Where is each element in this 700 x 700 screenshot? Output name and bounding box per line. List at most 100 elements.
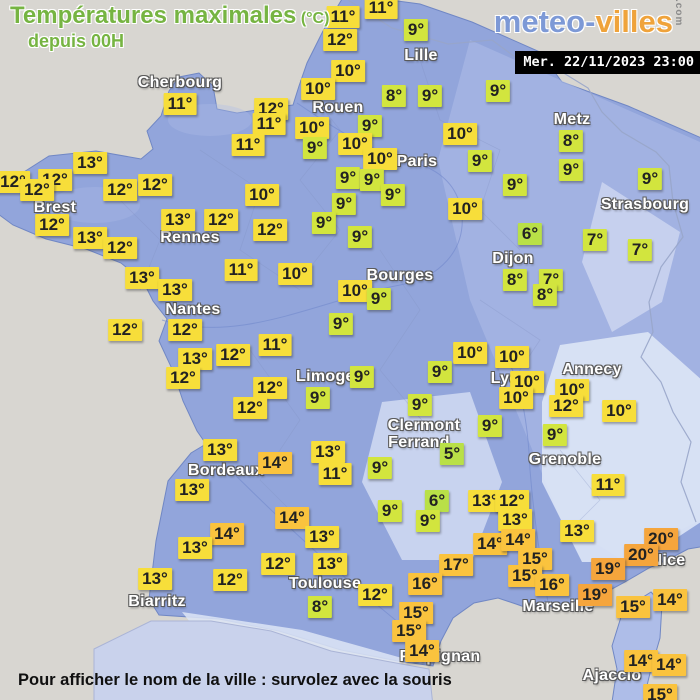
temp-badge[interactable]: 13° <box>498 509 532 531</box>
temp-badge[interactable]: 12° <box>233 397 267 419</box>
temp-badge[interactable]: 11° <box>258 334 292 356</box>
temp-badge[interactable]: 12° <box>261 553 295 575</box>
temp-badge[interactable]: 9° <box>477 415 503 437</box>
temp-badge[interactable]: 7° <box>582 229 608 251</box>
temp-badge[interactable]: 12° <box>213 569 247 591</box>
temp-badge[interactable]: 9° <box>331 193 357 215</box>
temp-badge[interactable]: 13° <box>73 227 107 249</box>
temp-badge[interactable]: 13° <box>178 537 212 559</box>
temp-badge[interactable]: 13° <box>73 152 107 174</box>
temp-badge[interactable]: 14° <box>258 452 292 474</box>
temp-badge[interactable]: 15° <box>643 684 677 700</box>
temp-badge[interactable]: 10° <box>363 148 397 170</box>
temp-badge[interactable]: 16° <box>535 574 569 596</box>
temp-badge[interactable]: 10° <box>443 123 477 145</box>
temp-badge[interactable]: 8° <box>502 269 528 291</box>
temp-badge[interactable]: 13° <box>313 553 347 575</box>
temp-badge[interactable]: 9° <box>403 19 429 41</box>
temp-badge[interactable]: 8° <box>532 284 558 306</box>
temp-badge[interactable]: 9° <box>417 85 443 107</box>
temp-badge[interactable]: 13° <box>161 209 195 231</box>
temp-badge[interactable]: 10° <box>338 280 372 302</box>
temp-badge[interactable]: 11° <box>252 113 286 135</box>
temp-badge[interactable]: 12° <box>204 209 238 231</box>
temp-badge[interactable]: 14° <box>275 507 309 529</box>
temp-badge[interactable]: 19° <box>591 558 625 580</box>
temp-badge[interactable]: 10° <box>448 198 482 220</box>
temp-badge[interactable]: 13° <box>203 439 237 461</box>
temp-badge[interactable]: 8° <box>558 130 584 152</box>
temp-badge[interactable]: 13° <box>125 267 159 289</box>
temp-badge[interactable]: 10° <box>295 117 329 139</box>
temp-badge[interactable]: 12° <box>253 377 287 399</box>
temp-badge[interactable]: 19° <box>578 584 612 606</box>
temp-badge[interactable]: 9° <box>302 137 328 159</box>
temp-badge[interactable]: 13° <box>138 568 172 590</box>
temp-badge[interactable]: 8° <box>307 596 333 618</box>
temp-badge[interactable]: 13° <box>158 279 192 301</box>
temp-badge[interactable]: 6° <box>517 223 543 245</box>
temp-badge[interactable]: 12° <box>103 237 137 259</box>
temp-badge[interactable]: 13° <box>468 490 502 512</box>
temp-badge[interactable]: 16° <box>408 573 442 595</box>
temp-badge[interactable]: 9° <box>407 394 433 416</box>
temp-badge[interactable]: 9° <box>427 361 453 383</box>
temp-badge[interactable]: 9° <box>311 212 337 234</box>
temp-badge[interactable]: 9° <box>542 424 568 446</box>
temp-badge[interactable]: 13° <box>178 348 212 370</box>
temp-badge[interactable]: 12° <box>168 319 202 341</box>
temp-badge[interactable]: 9° <box>305 387 331 409</box>
temp-badge[interactable]: 9° <box>485 80 511 102</box>
temp-badge[interactable]: 10° <box>331 60 365 82</box>
temp-badge[interactable]: 12° <box>35 214 69 236</box>
temp-badge[interactable]: 9° <box>328 313 354 335</box>
temp-badge[interactable]: 7° <box>627 239 653 261</box>
temp-badge[interactable]: 8° <box>381 85 407 107</box>
temp-badge[interactable]: 9° <box>357 115 383 137</box>
temp-badge[interactable]: 17° <box>439 554 473 576</box>
temp-badge[interactable]: 12° <box>549 395 583 417</box>
temp-badge[interactable]: 14° <box>653 589 687 611</box>
temp-badge[interactable]: 9° <box>377 500 403 522</box>
temp-badge[interactable]: 10° <box>453 342 487 364</box>
temp-badge[interactable]: 14° <box>501 529 535 551</box>
temp-badge[interactable]: 11° <box>318 463 352 485</box>
temp-badge[interactable]: 9° <box>366 288 392 310</box>
temp-badge[interactable]: 12° <box>358 584 392 606</box>
temp-badge[interactable]: 11° <box>591 474 625 496</box>
temp-badge[interactable]: 20° <box>624 544 658 566</box>
temp-badge[interactable]: 12° <box>166 367 200 389</box>
temp-badge[interactable]: 11° <box>231 134 265 156</box>
temp-badge[interactable]: 10° <box>495 346 529 368</box>
temp-badge[interactable]: 9° <box>467 150 493 172</box>
temp-badge[interactable]: 13° <box>305 526 339 548</box>
temp-badge[interactable]: 12° <box>495 490 529 512</box>
temp-badge[interactable]: 15° <box>392 620 426 642</box>
temp-badge[interactable]: 9° <box>367 457 393 479</box>
temp-badge[interactable]: 10° <box>245 184 279 206</box>
temp-badge[interactable]: 15° <box>518 548 552 570</box>
temp-badge[interactable]: 10° <box>278 263 312 285</box>
temp-badge[interactable]: 12° <box>108 319 142 341</box>
temp-badge[interactable]: 9° <box>335 167 361 189</box>
temp-badge[interactable]: 12° <box>20 179 54 201</box>
temp-badge[interactable]: 13° <box>311 441 345 463</box>
temp-badge[interactable]: 11° <box>364 0 398 19</box>
temp-badge[interactable]: 9° <box>637 168 663 190</box>
temp-badge[interactable]: 11° <box>163 93 197 115</box>
temp-badge[interactable]: 15° <box>616 596 650 618</box>
temp-badge[interactable]: 9° <box>347 226 373 248</box>
temp-badge[interactable]: 14° <box>652 654 686 676</box>
temp-badge[interactable]: 12° <box>138 174 172 196</box>
temp-badge[interactable]: 12° <box>253 219 287 241</box>
temp-badge[interactable]: 12° <box>323 29 357 51</box>
meteo-villes-logo[interactable]: meteo-villes.com <box>494 0 684 40</box>
temp-badge[interactable]: 11° <box>224 259 258 281</box>
temp-badge[interactable]: 14° <box>624 650 658 672</box>
temp-badge[interactable]: 9° <box>359 169 385 191</box>
temp-badge[interactable]: 14° <box>405 640 439 662</box>
temp-badge[interactable]: 5° <box>439 443 465 465</box>
temp-badge[interactable]: 12° <box>216 344 250 366</box>
temp-badge[interactable]: 10° <box>499 387 533 409</box>
temp-badge[interactable]: 10° <box>602 400 636 422</box>
